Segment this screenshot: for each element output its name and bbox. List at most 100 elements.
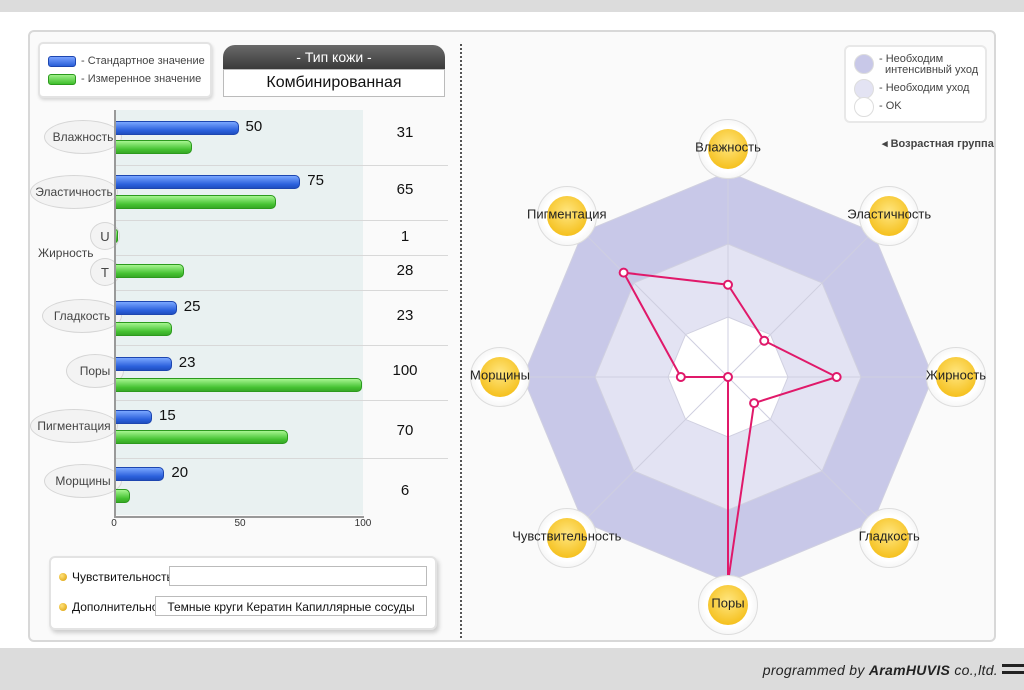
standard-value: 75 (307, 172, 324, 189)
row-separator (114, 400, 448, 401)
radar-axis-label: Влажность (695, 139, 761, 155)
row-separator (114, 255, 448, 256)
standard-value: 25 (183, 298, 201, 315)
radar-node-icon[interactable] (859, 508, 920, 569)
panel-divider (460, 44, 462, 638)
row-separator (114, 165, 448, 166)
legend-care: - Необходим уход (854, 79, 969, 99)
legend-intensive-line2: интенсивный уход (885, 64, 979, 76)
legend-ok-label: - OK (879, 100, 902, 112)
measured-value: 28 (396, 262, 414, 279)
standard-bar (115, 175, 301, 189)
radar-axis-label: Эластичность (847, 206, 932, 222)
legend-intensive-line1: - Необходим (879, 53, 944, 65)
radar-spoke (582, 376, 729, 523)
measured-value: 70 (396, 422, 414, 439)
bullet-icon (59, 573, 67, 581)
legend-measured-label: - Измеренное значение (81, 73, 202, 85)
legend-standard: - Стандартное значение (48, 55, 205, 67)
node-circle-icon (480, 357, 520, 397)
standard-value: 50 (245, 118, 263, 135)
age-group-button[interactable]: ◂ Возрастная группа (882, 138, 994, 150)
node-circle-icon (546, 518, 587, 559)
radar-node-icon[interactable] (536, 185, 597, 246)
row-separator (114, 458, 448, 459)
sensitivity-field[interactable] (169, 566, 427, 586)
measured-bar (115, 378, 362, 392)
radar-node-icon[interactable] (536, 508, 597, 569)
category-label: Эластичность (30, 175, 118, 209)
radar-chart: Влажность Эластичность Жирность Гладкость По… (470, 112, 992, 640)
node-circle-icon (869, 518, 910, 559)
additional-label: Дополнительно (72, 600, 159, 614)
radar-axis-label: Поры (711, 595, 745, 611)
care-swatch-icon (854, 79, 874, 99)
legend-ok: - OK (854, 97, 902, 117)
standard-bar (115, 410, 153, 424)
category-label: Влажность (44, 120, 122, 154)
x-tick-50: 50 (234, 518, 246, 529)
bottom-bar: programmed by AramHUVIS co.,ltd. (0, 648, 1024, 690)
measured-bar (115, 489, 130, 503)
radar-axis-label: Чувствительность (512, 528, 622, 544)
green-swatch-icon (48, 73, 76, 85)
ok-swatch-icon (854, 97, 874, 117)
node-circle-icon (708, 129, 748, 169)
sensitivity-row: Чувствительность (59, 570, 173, 584)
row-separator (114, 290, 448, 291)
radar-axis-label: Морщины (470, 367, 530, 383)
credit-suffix: co.,ltd. (950, 662, 998, 678)
radar-node-icon[interactable] (698, 119, 758, 179)
measured-value: 31 (396, 124, 414, 141)
measured-bar (115, 322, 172, 336)
radar-node-icon[interactable] (470, 347, 530, 407)
skin-type-title: - Тип кожи - (223, 45, 445, 69)
additional-row: Дополнительно (59, 600, 158, 614)
standard-bar (115, 467, 165, 481)
category-label: Морщины (44, 464, 122, 498)
measured-value: 65 (396, 181, 414, 198)
intensive-swatch-icon (854, 54, 874, 74)
measured-bar (115, 195, 276, 209)
standard-value: 20 (171, 464, 189, 481)
category-label: Гладкость (42, 299, 122, 333)
x-tick-100: 100 (354, 518, 372, 529)
credit-text: programmed by AramHUVIS co.,ltd. (763, 662, 998, 678)
measured-bar (115, 140, 192, 154)
category-label: Пигментация (30, 409, 118, 443)
radar-node-icon[interactable] (698, 575, 758, 635)
radar-axis-label: Пигментация (527, 206, 607, 222)
standard-bar (115, 301, 177, 315)
measured-bar (115, 430, 288, 444)
data-point-0 (723, 279, 733, 290)
radar-axis-label: Жирность (925, 367, 987, 383)
radar-node-icon[interactable] (859, 185, 920, 246)
legend-intensive-text: - Необходим интенсивный уход (879, 54, 978, 76)
menu-lines-icon (1002, 664, 1024, 674)
radar-node-icon[interactable] (926, 347, 986, 407)
data-point-5 (723, 372, 733, 382)
radar-svg (522, 171, 934, 587)
top-bar (0, 0, 1024, 12)
row-separator (114, 345, 448, 346)
bar-chart-y-axis (114, 110, 116, 518)
sensitivity-label: Чувствительность (72, 570, 173, 584)
measured-value: 1 (400, 228, 410, 245)
standard-bar (115, 121, 239, 135)
standard-value: 23 (178, 354, 196, 371)
measured-value: 100 (392, 362, 418, 379)
radar-spoke (582, 231, 729, 378)
bullet-icon (59, 603, 67, 611)
category-label-oiliness: Жирность (38, 246, 94, 260)
measured-bar (115, 264, 185, 278)
data-point-1 (759, 335, 770, 346)
additional-field[interactable]: Темные круги Кератин Капиллярные сосуды (155, 596, 427, 616)
radar-spoke (727, 231, 874, 378)
credit-brand: AramHUVIS (868, 662, 951, 678)
radar-legend: - Необходим интенсивный уход - Необходим… (844, 45, 987, 123)
node-circle-icon (546, 195, 587, 236)
measured-value: 6 (400, 482, 410, 499)
credit-prefix: programmed by (762, 662, 869, 678)
row-separator (114, 220, 448, 221)
legend-intensive: - Необходим интенсивный уход (854, 54, 978, 76)
